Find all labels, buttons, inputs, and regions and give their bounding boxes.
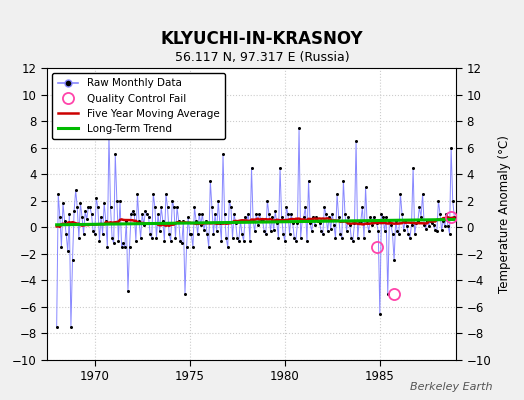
Legend: Raw Monthly Data, Quality Control Fail, Five Year Moving Average, Long-Term Tren: Raw Monthly Data, Quality Control Fail, … [52,73,225,139]
Text: 56.117 N, 97.317 E (Russia): 56.117 N, 97.317 E (Russia) [174,51,350,64]
Text: KLYUCHI-IN-KRASNOY: KLYUCHI-IN-KRASNOY [161,30,363,48]
Text: Berkeley Earth: Berkeley Earth [410,382,493,392]
Y-axis label: Temperature Anomaly (°C): Temperature Anomaly (°C) [498,135,511,293]
